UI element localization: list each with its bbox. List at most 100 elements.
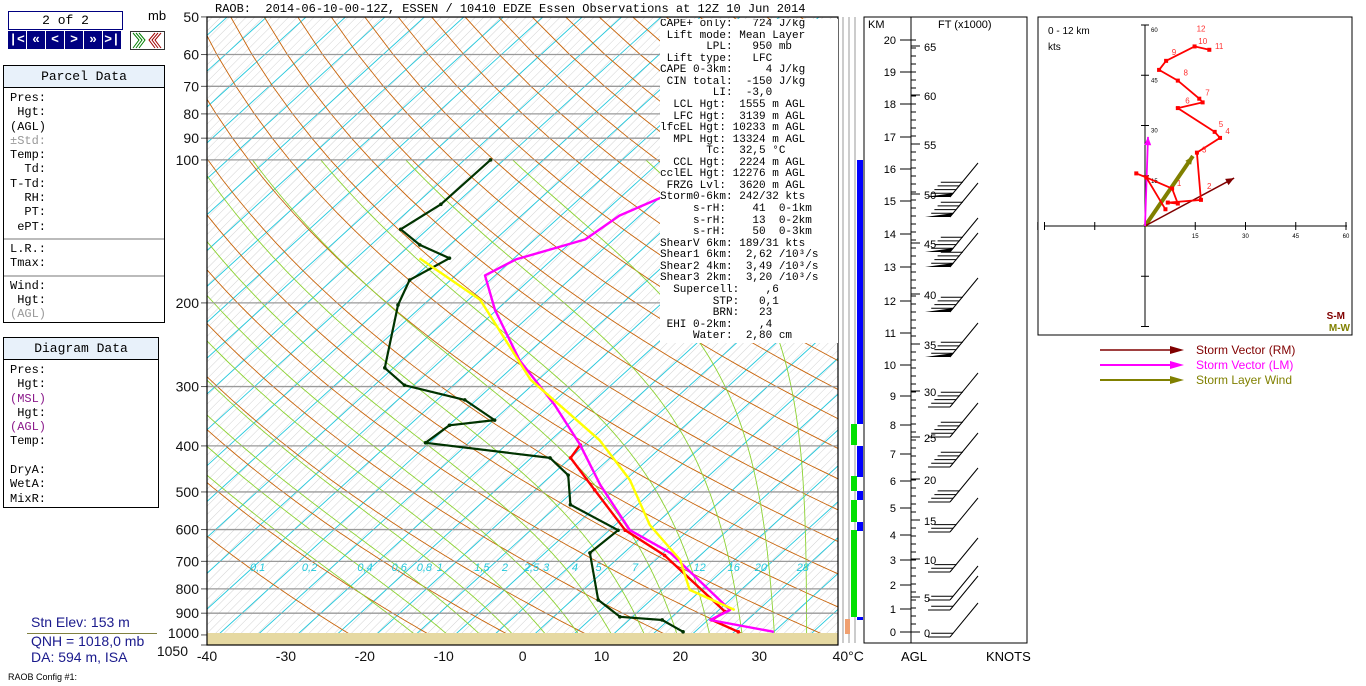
stability-indices: CAPE+ only: 724 J/kg Lift mode: Mean Lay… (660, 19, 838, 343)
moisture-layer-bar (851, 424, 857, 445)
field-label: (MSL) (10, 391, 47, 406)
km-tick-label: 5 (890, 503, 896, 515)
field-label: Wind: (10, 278, 47, 293)
field-label: L.R.: (10, 241, 47, 256)
temperature-tick-label: -30 (276, 648, 296, 664)
pressure-unit: mb (148, 8, 167, 23)
wind-barb-staff (949, 467, 979, 503)
dry-adiabat (230, 17, 838, 511)
prev-button[interactable]: < (46, 31, 64, 49)
isotherm (207, 17, 544, 323)
isotherm (207, 17, 623, 395)
isotherm (522, 357, 838, 645)
isotherm (207, 17, 346, 144)
pressure-tick-label: 1000 (168, 625, 199, 641)
km-tick-label: 12 (884, 296, 896, 308)
mixing-ratio-label: 2 (501, 562, 508, 574)
hodograph-point (1175, 201, 1180, 206)
km-tick-label: 11 (885, 328, 896, 340)
dewpoint-line (383, 159, 684, 633)
isotherm (207, 17, 465, 252)
field-label: MPL Hgt: 13324 m AGL (660, 133, 806, 146)
isotherm (0, 17, 109, 645)
isotherm (207, 17, 504, 287)
dewpoint-point (681, 630, 685, 634)
last-button[interactable]: >| (103, 31, 121, 49)
field-label: LI: -3,0 (660, 87, 773, 100)
storm-vector-lm (1144, 136, 1149, 227)
hodograph-point (1194, 150, 1199, 155)
hodograph-u-tick-label: 15 (1192, 234, 1199, 240)
dewpoint-point (439, 202, 443, 207)
next-fast-button[interactable]: » (84, 31, 102, 49)
field-label: Hgt: (10, 105, 47, 120)
wind-barb-staff (949, 232, 979, 268)
storm-vector-rm-head (1225, 178, 1235, 186)
dewpoint-point (463, 398, 467, 402)
isotherm (0, 17, 188, 645)
moist-adiabat (645, 159, 808, 645)
pressure-tick-label: 200 (176, 295, 200, 311)
knots-label: KNOTS (986, 649, 1031, 664)
temperature-tick-label: -10 (434, 648, 454, 664)
wind-barb-staff (949, 372, 979, 408)
dry-adiabat (297, 17, 838, 449)
station-qnh: QNH = 1018,0 mb (31, 633, 145, 649)
hodograph-frame (1037, 16, 1353, 336)
pressure-tick-label: 900 (176, 605, 200, 621)
moist-adiabat (207, 174, 650, 645)
wind-barb-staff (949, 497, 979, 533)
adiabat-toggle-icon[interactable] (130, 31, 165, 50)
field-label: STP: 0,1 (660, 295, 779, 308)
field-label: CCL Hgt: 2224 m AGL (660, 156, 806, 169)
field-label: s-rH: 50 0-3km (660, 226, 812, 239)
hodograph-point (1175, 106, 1180, 111)
ft-label: FT (x1000) (938, 19, 992, 31)
hodograph-v-tick-label: 45 (1151, 78, 1158, 84)
isotherm (601, 429, 838, 645)
hodograph-point (1165, 200, 1170, 205)
km-tick-label: 0 (890, 627, 896, 639)
dry-adiabat (207, 376, 608, 645)
storm-layer-wind-vector (1143, 154, 1195, 228)
field-label: Shear2 4km: 3,49 /10³/s (660, 260, 819, 273)
field-label: Tmax: (10, 256, 47, 271)
height-column: 0123456789101112131415161718192005101520… (842, 16, 1031, 664)
prev-fast-button[interactable]: « (27, 31, 45, 49)
pressure-tick-label: 700 (176, 553, 200, 569)
field-label: (AGL) (10, 420, 47, 435)
dry-adiabat (207, 429, 528, 645)
temperature-tick-label: 10 (594, 648, 610, 664)
dewpoint-point (618, 615, 622, 619)
km-tick-label: 14 (884, 229, 896, 241)
km-tick-label: 8 (890, 420, 896, 432)
cloud-layer-bar (857, 160, 863, 424)
field-label: DryA: (10, 463, 47, 478)
field-label: Lift mode: Mean Layer (660, 29, 806, 42)
km-tick-label: 4 (890, 530, 896, 542)
isotherm (207, 17, 662, 431)
field-label: Pres: (10, 363, 47, 377)
isotherm (207, 17, 386, 180)
hodograph-height-label: 3 (1202, 145, 1207, 154)
wind-barb-staff (949, 432, 979, 468)
isotherm (680, 501, 838, 645)
mean-wind-label: M-W (1329, 323, 1351, 334)
hodograph-height-label: 10 (1198, 37, 1207, 46)
next-button[interactable]: > (65, 31, 83, 49)
ground-layer (207, 633, 838, 645)
field-label: s-rH: 13 0-2km (660, 214, 812, 227)
dewpoint-point (616, 528, 620, 533)
first-button[interactable]: |< (8, 31, 26, 49)
temperature-tick-label: -40 (197, 648, 217, 664)
wind-barb-flag (925, 308, 954, 312)
hodograph-height-label: 11 (1215, 42, 1224, 51)
field-label: LPL: 950 mb (660, 41, 793, 54)
pressure-tick-label: 60 (183, 47, 199, 63)
legend-arrow-lm (1170, 361, 1184, 369)
wind-barb-flag (925, 263, 954, 267)
field-label: EHI 0-2km: ,4 (660, 318, 773, 331)
ft-tick-label: 10 (924, 555, 936, 567)
agl-label: AGL (901, 649, 927, 664)
wind-barb-staff (949, 602, 979, 638)
